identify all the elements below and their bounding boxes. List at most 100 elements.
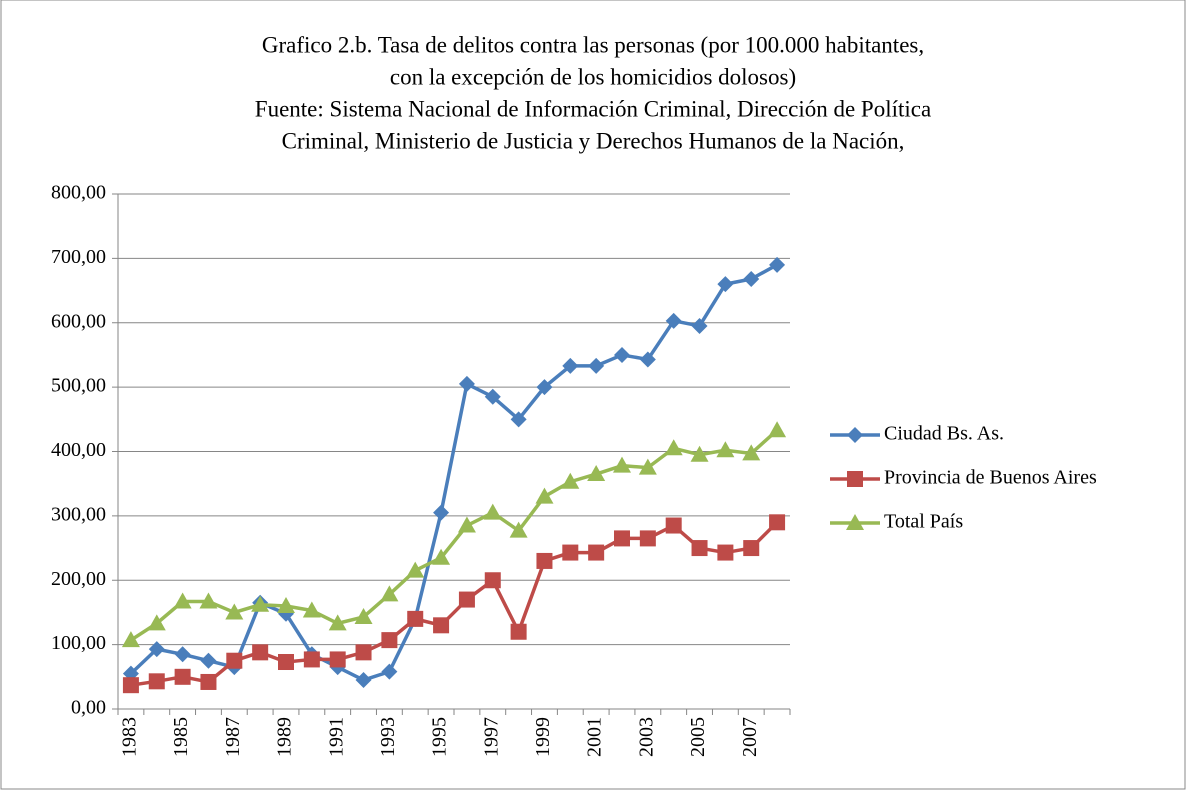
y-tick-label: 100,00	[51, 632, 106, 654]
data-point	[173, 592, 192, 609]
data-point	[768, 421, 787, 438]
chart-title: Fuente: Sistema Nacional de Información …	[255, 96, 931, 121]
data-point	[716, 441, 735, 458]
y-tick-label: 600,00	[51, 310, 106, 332]
data-point	[381, 663, 398, 680]
data-point	[691, 317, 708, 334]
data-point	[717, 276, 734, 293]
data-point	[691, 540, 708, 557]
data-point	[509, 521, 528, 538]
data-point	[664, 439, 683, 456]
data-point	[200, 673, 217, 690]
data-point	[122, 677, 139, 694]
legend-marker	[847, 471, 863, 487]
y-tick-label: 500,00	[51, 375, 106, 397]
data-point	[355, 644, 372, 661]
data-point	[200, 652, 217, 669]
x-tick-label: 1995	[429, 717, 451, 757]
legend-label: Provincia de Buenos Aires	[884, 467, 1097, 489]
data-point	[121, 631, 140, 648]
data-point	[639, 530, 656, 547]
data-point	[639, 351, 656, 368]
data-point	[743, 540, 760, 557]
data-point	[588, 544, 605, 561]
data-point	[354, 607, 373, 624]
data-point	[303, 651, 320, 668]
x-tick-label: 1997	[480, 717, 502, 757]
data-point	[329, 651, 346, 668]
data-point	[535, 487, 554, 504]
data-point	[484, 388, 501, 405]
data-point	[665, 312, 682, 329]
x-tick-label: 1991	[325, 717, 347, 757]
data-point	[769, 256, 786, 273]
legend-label: Total País	[884, 511, 963, 533]
data-point	[199, 592, 218, 609]
data-point	[225, 603, 244, 620]
legend-marker	[847, 427, 863, 443]
y-tick-label: 700,00	[51, 246, 106, 268]
data-point	[614, 530, 630, 547]
data-point	[457, 516, 476, 533]
data-point	[147, 614, 166, 631]
x-tick-label: 2005	[687, 717, 709, 757]
data-point	[381, 632, 398, 649]
legend-label: Ciudad Bs. As.	[884, 423, 1004, 445]
data-point	[613, 456, 631, 473]
data-point	[588, 357, 605, 374]
data-point	[407, 610, 424, 627]
data-point	[251, 595, 270, 612]
x-tick-label: 2001	[584, 717, 606, 757]
chart-title: Grafico 2.b. Tasa de delitos contra las …	[262, 32, 924, 57]
data-point	[743, 270, 760, 287]
x-tick-label: 1983	[119, 717, 141, 757]
data-point	[458, 591, 475, 608]
x-tick-label: 2003	[635, 717, 657, 757]
y-tick-label: 400,00	[51, 439, 106, 461]
x-tick-label: 1999	[532, 717, 554, 757]
data-point	[252, 644, 269, 661]
data-point	[536, 379, 553, 396]
data-point	[561, 472, 580, 489]
data-point	[148, 673, 165, 690]
y-tick-label: 300,00	[51, 503, 106, 525]
data-point	[742, 444, 761, 461]
data-point	[380, 585, 399, 602]
y-tick-label: 800,00	[51, 182, 106, 204]
data-point	[174, 646, 191, 663]
data-point	[174, 668, 191, 685]
x-tick-label: 2007	[739, 717, 761, 757]
data-point	[690, 445, 709, 462]
data-point	[484, 572, 501, 589]
data-point	[433, 504, 450, 521]
data-point	[148, 641, 165, 658]
data-point	[277, 597, 295, 613]
data-point	[510, 411, 527, 428]
data-point	[432, 548, 451, 565]
data-point	[278, 654, 294, 671]
data-point	[302, 601, 321, 618]
data-point	[433, 617, 450, 634]
legend-marker	[846, 514, 864, 530]
data-point	[769, 514, 786, 531]
chart-title: Criminal, Ministerio de Justicia y Derec…	[282, 128, 905, 153]
data-point	[458, 375, 475, 392]
y-tick-label: 200,00	[51, 568, 106, 590]
data-point	[355, 672, 372, 689]
data-point	[587, 465, 606, 482]
x-tick-label: 1993	[377, 717, 399, 757]
data-point	[406, 561, 425, 578]
data-point	[638, 458, 657, 475]
data-point	[536, 552, 553, 569]
data-point	[483, 503, 502, 520]
data-point	[328, 614, 347, 631]
data-point	[717, 544, 734, 561]
data-point	[562, 357, 579, 374]
chart-title: con la excepción de los homicidios dolos…	[390, 64, 796, 89]
x-tick-label: 1987	[222, 717, 244, 757]
data-point	[510, 623, 527, 640]
x-tick-label: 1989	[274, 717, 296, 757]
data-point	[614, 346, 630, 363]
